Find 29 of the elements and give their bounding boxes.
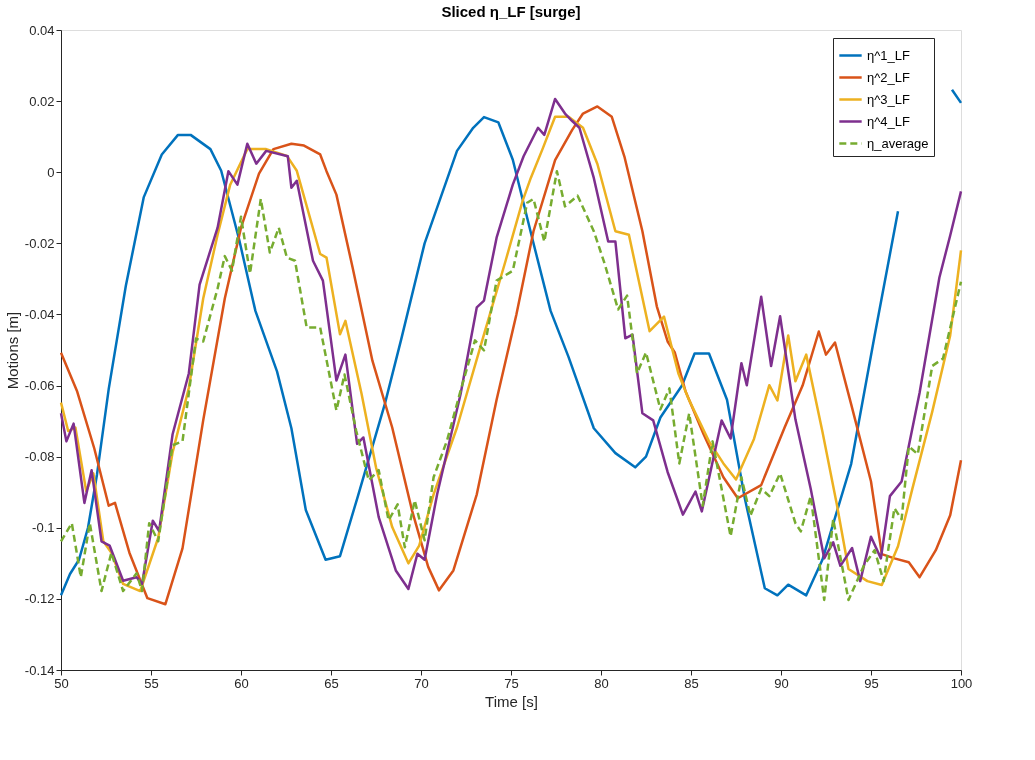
legend-label: η_average bbox=[867, 135, 929, 151]
x-tick-label: 85 bbox=[684, 675, 699, 691]
y-tick-label: 0 bbox=[47, 164, 55, 180]
x-tick-label: 75 bbox=[504, 675, 519, 691]
legend-label: η^3_LF bbox=[867, 91, 911, 107]
chart-title: Sliced η_LF [surge] bbox=[441, 3, 581, 20]
y-tick-label: -0.02 bbox=[24, 235, 55, 251]
y-tick-label: 0.02 bbox=[29, 93, 55, 109]
legend-label: η^4_LF bbox=[867, 113, 911, 129]
x-tick-label: 90 bbox=[774, 675, 789, 691]
y-tick-label: -0.12 bbox=[24, 591, 55, 607]
y-tick-label: -0.1 bbox=[32, 520, 55, 536]
legend-label: η^2_LF bbox=[867, 69, 911, 85]
y-tick-label: -0.08 bbox=[24, 449, 55, 465]
x-tick-label: 70 bbox=[414, 675, 429, 691]
y-tick-label: 0.04 bbox=[29, 22, 55, 38]
x-tick-label: 55 bbox=[144, 675, 159, 691]
y-axis-title: Motions [m] bbox=[3, 311, 21, 390]
y-tick-label: -0.14 bbox=[24, 662, 55, 678]
x-axis-title: Time [s] bbox=[485, 692, 538, 710]
legend-label: η^1_LF bbox=[867, 47, 911, 63]
x-tick-label: 65 bbox=[324, 675, 339, 691]
x-tick-label: 100 bbox=[950, 675, 973, 691]
y-tick-label: -0.04 bbox=[24, 306, 55, 322]
x-tick-label: 50 bbox=[54, 675, 69, 691]
x-tick-label: 60 bbox=[234, 675, 249, 691]
x-tick-label: 80 bbox=[594, 675, 609, 691]
y-tick-label: -0.06 bbox=[24, 378, 55, 394]
x-tick-label: 95 bbox=[864, 675, 879, 691]
